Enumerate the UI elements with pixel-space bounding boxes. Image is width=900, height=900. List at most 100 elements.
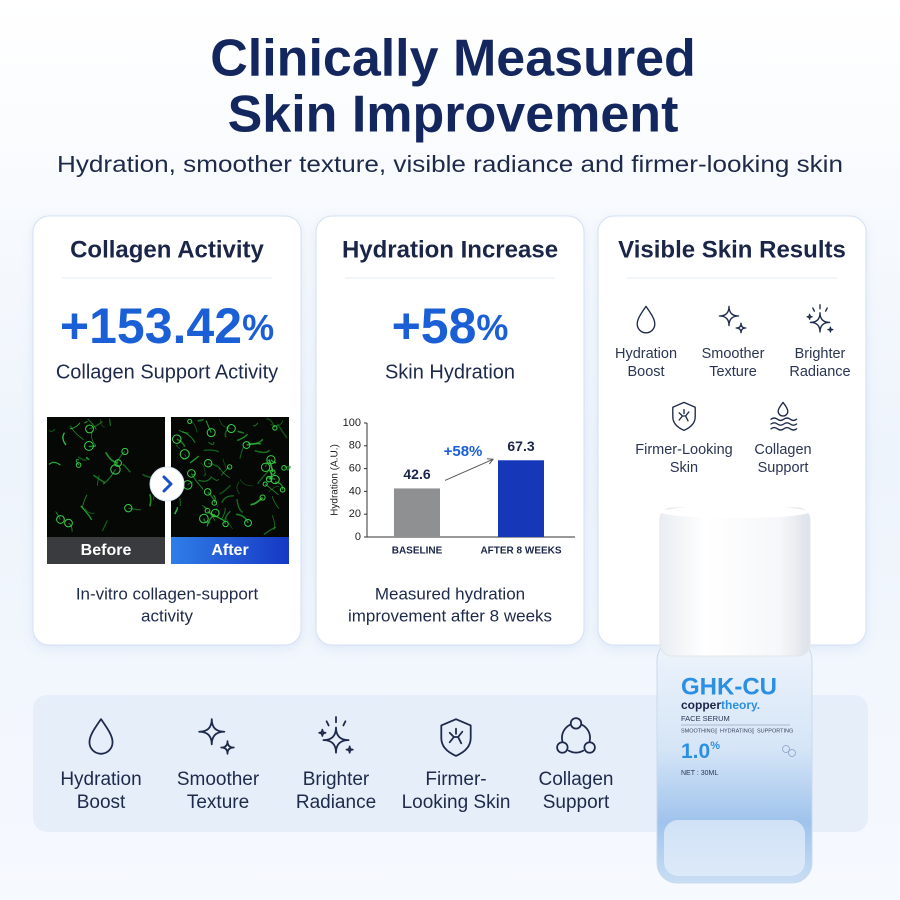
fiber [257, 468, 271, 485]
fiber [182, 430, 196, 443]
fiber [235, 513, 249, 524]
result-label: Radiance [789, 364, 850, 380]
fiber [189, 455, 200, 464]
fiber [96, 475, 100, 486]
y-tick-label: 80 [349, 440, 361, 452]
fiber [48, 461, 61, 466]
cell [262, 481, 268, 487]
fiber [80, 505, 93, 521]
cell [56, 515, 65, 524]
cap-top [661, 506, 809, 518]
fiber [77, 456, 87, 462]
fiber [219, 484, 232, 495]
fiber [208, 441, 215, 446]
fiber [176, 438, 186, 448]
fiber [270, 459, 277, 464]
label-molecule [788, 749, 796, 757]
fiber [189, 421, 198, 433]
x-tick-label: BASELINE [392, 546, 443, 557]
x-tick-label: AFTER 8 WEEKS [480, 546, 561, 557]
bottle-base [664, 820, 805, 876]
fiber [237, 430, 245, 435]
cell [64, 518, 73, 528]
title-line: Clinically Measured [210, 30, 696, 88]
fiber [239, 478, 253, 487]
fiber [274, 481, 284, 490]
fiber [271, 496, 280, 509]
fiber [104, 451, 119, 464]
fiber [108, 418, 112, 426]
fiber [197, 418, 204, 422]
fiber [263, 526, 277, 536]
value-label: 67.3 [507, 438, 534, 454]
before-label-bar [47, 537, 165, 564]
image-label: After [211, 542, 248, 559]
brand-part: copper [681, 698, 721, 712]
hydration-chart: 0 20 40 60 80 100 Hydration (A.U.) 42.6 BASELINE… [330, 417, 575, 557]
stat-value: +153.42 [60, 298, 242, 354]
fiber [83, 420, 88, 424]
fiber [205, 420, 212, 433]
fiber [192, 474, 204, 490]
cell [124, 504, 133, 513]
fiber [224, 510, 231, 525]
cell [244, 519, 252, 527]
fiber [224, 425, 230, 439]
stat-label: Skin Hydration [385, 361, 515, 383]
bar [498, 460, 544, 537]
compare-arrow [162, 475, 173, 493]
fiber [200, 462, 206, 475]
benefit-label: Brighter [303, 769, 370, 790]
result-label: Firmer-Looking [635, 442, 733, 458]
fiber [87, 418, 97, 430]
strength-value: 1.0 [681, 740, 710, 763]
label-molecule [782, 745, 790, 753]
product-type: FACE SERUM [681, 714, 730, 723]
fiber [176, 444, 180, 449]
fiber [75, 458, 80, 466]
benefit-label: Boost [77, 792, 126, 813]
cell [179, 449, 190, 460]
result-label: Texture [709, 364, 757, 380]
result-label: Support [758, 460, 809, 476]
fiber [212, 494, 216, 504]
cell [270, 474, 280, 485]
fiber [254, 449, 271, 454]
fiber [276, 423, 288, 439]
fiber [101, 520, 108, 532]
fiber [81, 494, 88, 508]
cell [206, 428, 216, 438]
caption: improvement after 8 weeks [348, 606, 552, 625]
caption: activity [141, 606, 193, 625]
result-label: Skin [670, 460, 698, 476]
fiber [187, 481, 194, 486]
cell [211, 508, 220, 518]
y-tick-label: 0 [355, 531, 361, 543]
cell [226, 464, 233, 470]
fiber [236, 498, 244, 514]
stat-label: Collagen Support Activity [56, 361, 278, 383]
fiber [266, 476, 276, 481]
stat-value: +58 [392, 298, 477, 354]
fiber [91, 430, 96, 446]
bottle-cap [659, 507, 811, 657]
strength: 1.0% [681, 740, 720, 763]
value-label: 42.6 [403, 466, 430, 482]
caption: In-vitro collagen-support [76, 584, 259, 603]
y-tick-label: 20 [349, 508, 361, 520]
fiber [283, 465, 291, 471]
fiber [221, 466, 230, 476]
cell [279, 486, 286, 493]
cell [172, 434, 182, 444]
benefit-label: Collagen [539, 769, 614, 790]
annotation-arrowhead [486, 458, 494, 465]
brand: coppertheory. [681, 698, 760, 712]
brand-part: theory. [721, 698, 760, 712]
fiber [149, 493, 152, 507]
subtitle: Hydration, smoother texture, visible rad… [57, 151, 843, 177]
cell [260, 462, 271, 472]
annotation-arrow [444, 458, 494, 481]
fiber [221, 507, 226, 519]
y-axis-label: Hydration (A.U.) [330, 444, 341, 516]
